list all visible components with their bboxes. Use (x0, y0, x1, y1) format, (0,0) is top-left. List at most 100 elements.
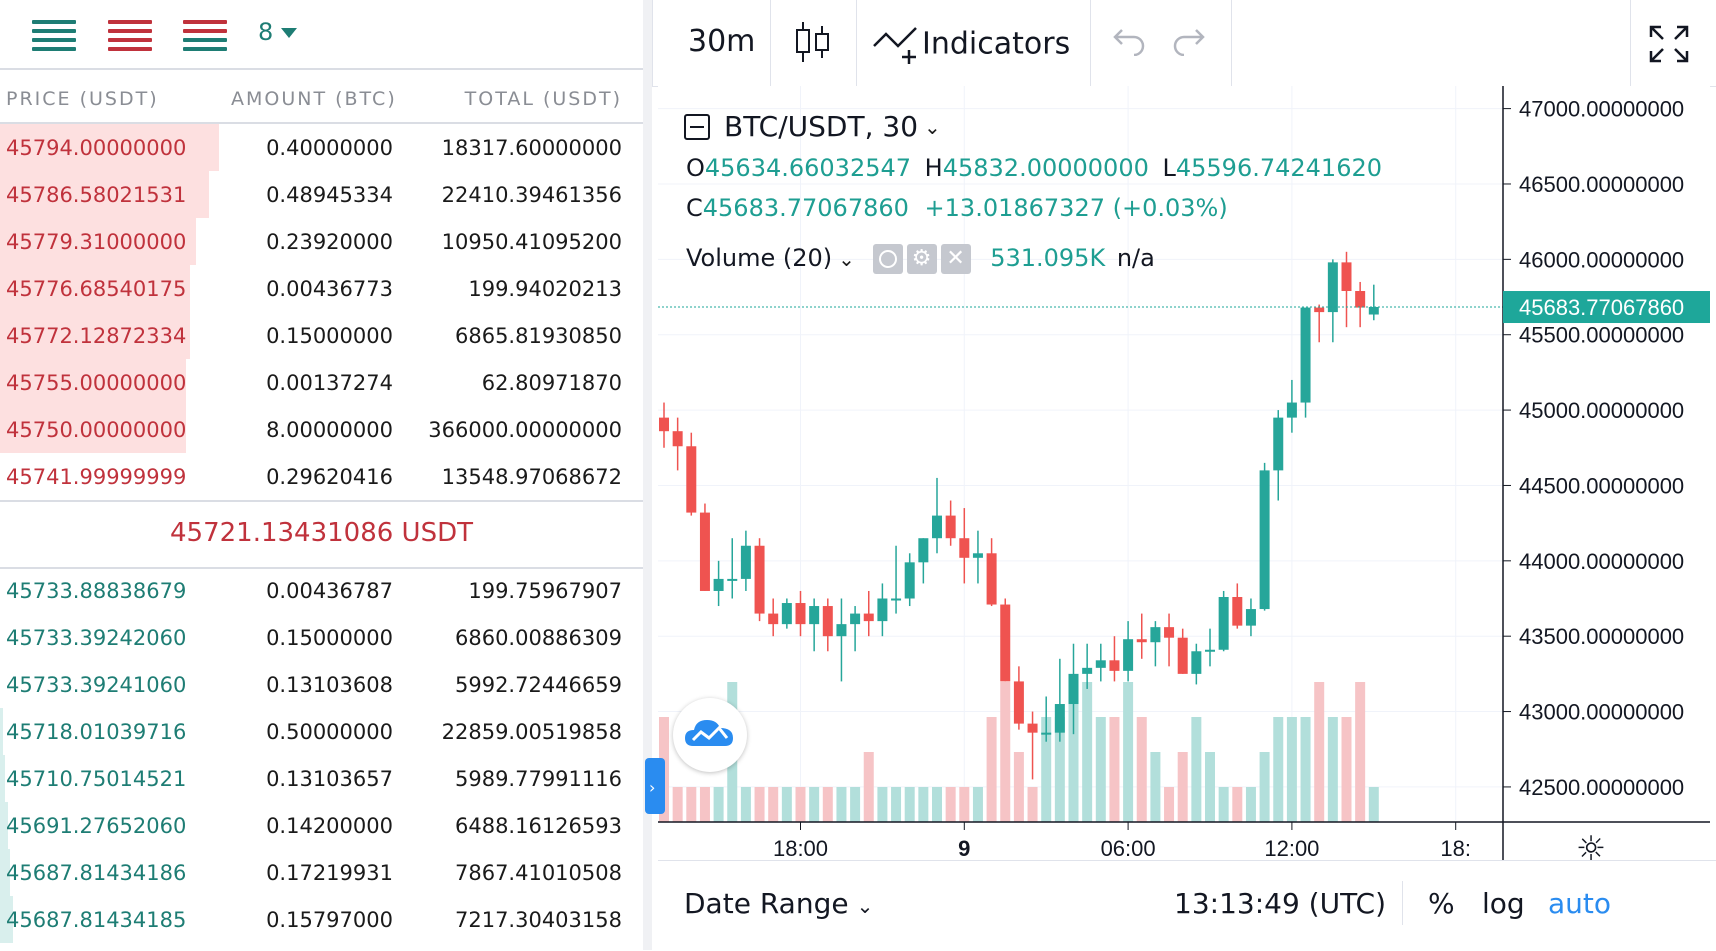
settings-icon[interactable]: ☼ (1576, 829, 1606, 862)
chevron-down-icon[interactable]: ⌄ (838, 247, 855, 271)
candles-icon[interactable] (792, 20, 832, 72)
total-column-header: TOTAL (USDT) (464, 88, 622, 110)
candle-body (1054, 704, 1065, 733)
bid-row[interactable]: 45691.27652060 0.14200000 6488.16126593 (0, 802, 643, 849)
close-icon[interactable]: ✕ (940, 244, 971, 274)
candle-body (822, 606, 833, 637)
volume-bar (918, 787, 929, 822)
volume-bar (1177, 752, 1188, 822)
volume-bar (1068, 682, 1079, 822)
candle-body (727, 578, 738, 581)
candle-body (1177, 637, 1188, 674)
ask-row[interactable]: 45794.00000000 0.40000000 18317.60000000 (0, 124, 643, 171)
volume-bar (795, 787, 806, 822)
close-value: 45683.77067860 (702, 194, 909, 222)
candle-body (986, 553, 997, 605)
fullscreen-icon[interactable] (1648, 24, 1690, 72)
candle-body (1068, 673, 1079, 705)
candle-body (972, 553, 983, 558)
y-tick-label: 43000.00000000 (1519, 700, 1684, 725)
collapse-legend-icon[interactable] (684, 113, 710, 140)
volume-bar (1041, 717, 1052, 822)
both-sides-icon[interactable] (32, 20, 76, 52)
change-value: +13.01867327 (+0.03%) (924, 194, 1228, 222)
chevron-down-icon[interactable]: ⌄ (924, 114, 941, 139)
ask-row[interactable]: 45779.31000000 0.23920000 10950.41095200 (0, 218, 643, 265)
volume-bar (850, 787, 861, 822)
volume-bar (1355, 682, 1366, 822)
ask-row[interactable]: 45750.00000000 8.00000000 366000.00000000 (0, 406, 643, 453)
order-book: 8 PRICE (USDT) AMOUNT (BTC) TOTAL (USDT)… (0, 0, 644, 950)
depth-bar (0, 359, 187, 406)
volume-bar (1013, 752, 1024, 822)
ask-amount: 8.00000000 (266, 418, 393, 442)
last-price-label: 45683.77067860 (1519, 295, 1684, 320)
volume-bar (1164, 787, 1175, 822)
y-tick-label: 47000.00000000 (1519, 97, 1684, 122)
candle-body (740, 545, 751, 579)
percent-scale-button[interactable]: % (1428, 887, 1455, 920)
indicators-button[interactable]: Indicators (872, 22, 1070, 66)
chart-area[interactable]: 47000.00000000 46500.00000000 46000.000000… (658, 86, 1710, 950)
bid-row[interactable]: 45733.88838679 0.00436787 199.75967907 (0, 567, 643, 614)
y-tick-label: 43500.00000000 (1519, 624, 1684, 649)
candle-body (1232, 596, 1243, 626)
y-tick-label: 44000.00000000 (1519, 549, 1684, 574)
ask-row[interactable]: 45786.58021531 0.48945334 22410.39461356 (0, 171, 643, 218)
utc-clock[interactable]: 13:13:49 (UTC) (1174, 887, 1387, 920)
asks-only-icon[interactable] (108, 20, 152, 52)
date-range-button[interactable]: Date Range ⌄ (684, 887, 873, 920)
bids-only-icon[interactable] (183, 20, 227, 52)
bid-row[interactable]: 45710.75014521 0.13103657 5989.77991116 (0, 755, 643, 802)
volume-bar (1205, 752, 1215, 822)
indicators-icon (873, 27, 917, 64)
volume-bar (822, 787, 833, 822)
low-label: L (1162, 154, 1176, 182)
bid-row[interactable]: 45687.81434185 0.15797000 7217.30403158 (0, 896, 643, 943)
ask-total: 6865.81930850 (454, 324, 622, 348)
candle-body (1341, 262, 1352, 292)
candle-body (1355, 291, 1366, 308)
visibility-icon[interactable] (872, 244, 903, 274)
candle-body (754, 545, 765, 614)
bid-amount: 0.17219931 (266, 861, 393, 885)
ask-total: 199.94020213 (468, 277, 622, 301)
interval-button[interactable]: 30m (688, 24, 756, 59)
candle-body (781, 603, 792, 625)
ask-row[interactable]: 45741.99999999 0.29620416 13548.97068672 (0, 453, 643, 500)
volume-label[interactable]: Volume (20) (686, 244, 833, 272)
gear-icon[interactable]: ⚙ (906, 244, 937, 274)
bid-price: 45687.81434185 (6, 908, 187, 932)
panel-divider[interactable] (643, 0, 652, 950)
depth-select[interactable]: 8 (258, 18, 298, 52)
bid-row[interactable]: 45733.39241060 0.13103608 5992.72446659 (0, 661, 643, 708)
high-label: H (924, 154, 943, 182)
redo-icon[interactable] (1172, 26, 1206, 64)
bid-amount: 0.14200000 (266, 814, 393, 838)
symbol-title[interactable]: BTC/USDT, 30 (724, 110, 919, 143)
ask-row[interactable]: 45772.12872334 0.15000000 6865.81930850 (0, 312, 643, 359)
depth-value: 8 (258, 18, 274, 46)
bid-row[interactable]: 45733.39242060 0.15000000 6860.00886309 (0, 614, 643, 661)
log-scale-button[interactable]: log (1482, 887, 1525, 920)
undo-icon[interactable] (1112, 26, 1146, 64)
volume-bar (1314, 682, 1325, 822)
volume-bar (959, 787, 970, 822)
bid-row[interactable]: 45687.81434186 0.17219931 7867.41010508 (0, 849, 643, 896)
open-value: 45634.66032547 (704, 154, 912, 182)
expand-panel-button[interactable]: › (645, 758, 665, 814)
ask-row[interactable]: 45755.00000000 0.00137274 62.80971870 (0, 359, 643, 406)
tradingview-logo-button[interactable] (673, 698, 747, 772)
volume-bar (904, 787, 915, 822)
ask-row[interactable]: 45776.68540175 0.00436773 199.94020213 (0, 265, 643, 312)
depth-bar (0, 312, 190, 359)
ask-amount: 0.15000000 (266, 324, 393, 348)
y-tick-label: 45500.00000000 (1519, 323, 1684, 348)
candle-body (836, 624, 847, 637)
bid-row[interactable]: 45718.01039716 0.50000000 22859.00519858 (0, 708, 643, 755)
volume-bar (972, 787, 983, 822)
auto-scale-button[interactable]: auto (1548, 887, 1612, 920)
close-legend: C45683.77067860 +13.01867327 (+0.03%) (686, 194, 1228, 222)
indicators-label: Indicators (922, 26, 1071, 62)
bid-total: 7867.41010508 (454, 861, 622, 885)
